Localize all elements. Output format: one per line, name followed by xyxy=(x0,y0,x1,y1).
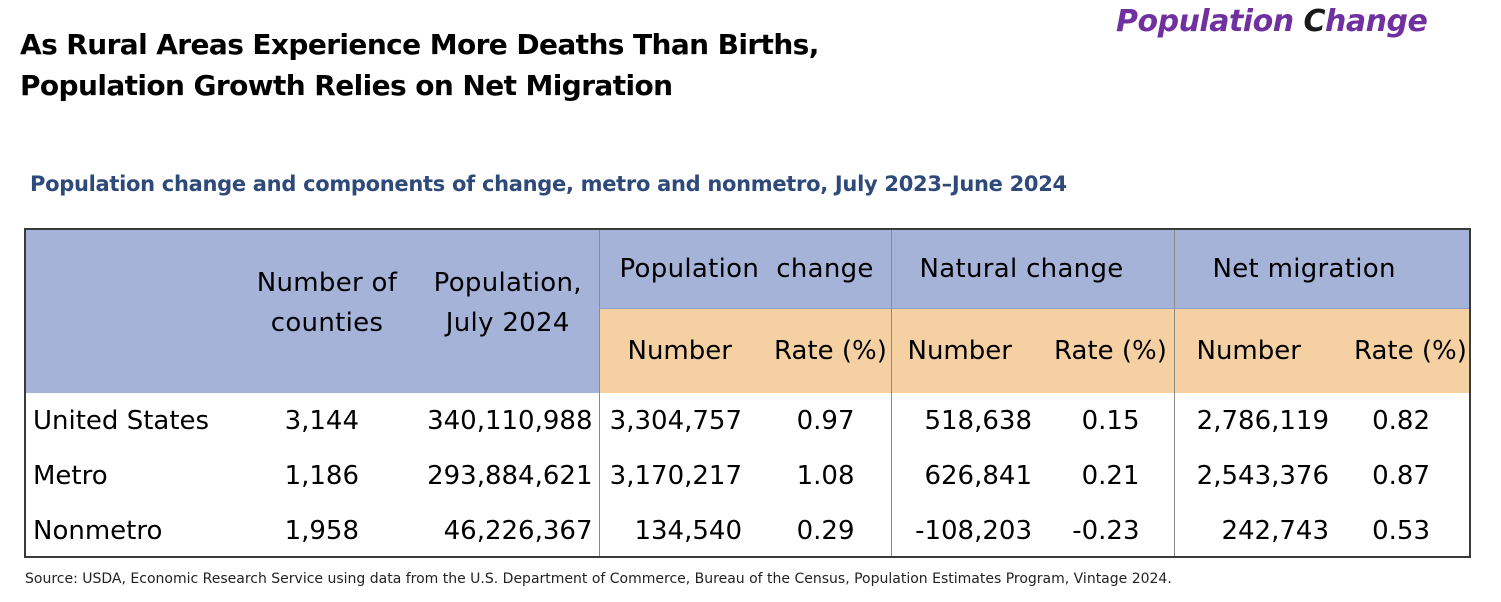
pop-change-number-value: 134,540 xyxy=(598,503,757,556)
counties-header: Number of counties xyxy=(237,230,417,393)
natural-rate-header: Rate (%) xyxy=(1037,308,1174,393)
table-row-nonmetro: Nonmetro 1,958 46,226,367 134,540 0.29 -… xyxy=(26,503,1469,556)
source-note: Source: USDA, Economic Research Service … xyxy=(25,571,1172,587)
pop-change-rate-value: 1.08 xyxy=(796,460,855,491)
population-table: Number of counties Population, July 2024… xyxy=(24,228,1471,558)
migration-number-value: 2,786,119 xyxy=(1173,393,1329,448)
counties-header-line-1: Number of xyxy=(256,267,398,298)
counties-value: 1,958 xyxy=(284,515,359,546)
row-label: Metro xyxy=(33,460,108,491)
natural-number-value: 626,841 xyxy=(890,448,1037,503)
migration-rate-value: 0.53 xyxy=(1372,515,1431,546)
page-title-line-2: Population Growth Relies on Net Migratio… xyxy=(20,69,673,102)
counties-value: 3,144 xyxy=(284,405,359,436)
table-row-metro: Metro 1,186 293,884,621 3,170,217 1.08 6… xyxy=(26,448,1469,503)
natural-rate-value: -0.23 xyxy=(1072,515,1140,546)
page-title: As Rural Areas Experience More Deaths Th… xyxy=(20,24,920,106)
natural-number-header: Number xyxy=(890,308,1037,393)
table-title: Population change and components of chan… xyxy=(30,172,1067,196)
section-label-part2: C xyxy=(1303,4,1326,39)
population-value: 293,884,621 xyxy=(427,460,593,491)
migration-number-value: 2,543,376 xyxy=(1173,448,1329,503)
migration-rate-header: Rate (%) xyxy=(1329,308,1469,393)
pop-change-rate-value: 0.29 xyxy=(796,515,855,546)
migration-number-value: 242,743 xyxy=(1173,503,1329,556)
section-label-part1: Population xyxy=(1116,4,1304,39)
row-label: United States xyxy=(33,405,210,436)
counties-header-line-2: counties xyxy=(270,307,384,338)
net-migration-header: Net migration xyxy=(1173,230,1469,309)
pop-change-rate-header: Rate (%) xyxy=(757,308,891,393)
table-row-united-states: United States 3,144 340,110,988 3,304,75… xyxy=(26,393,1469,448)
natural-rate-value: 0.15 xyxy=(1081,405,1140,436)
counties-value: 1,186 xyxy=(284,460,359,491)
population-value: 46,226,367 xyxy=(443,515,593,546)
population-value: 340,110,988 xyxy=(427,405,593,436)
migration-rate-value: 0.87 xyxy=(1372,460,1431,491)
pop-change-number-value: 3,170,217 xyxy=(598,448,757,503)
section-label-part3: hange xyxy=(1325,4,1428,39)
natural-change-header: Natural change xyxy=(890,230,1174,309)
row-label-header xyxy=(26,230,237,393)
population-header-line-2: July 2024 xyxy=(445,307,570,338)
migration-number-header: Number xyxy=(1173,308,1329,393)
migration-rate-value: 0.82 xyxy=(1372,405,1431,436)
natural-rate-value: 0.21 xyxy=(1081,460,1140,491)
natural-number-value: 518,638 xyxy=(890,393,1037,448)
pop-change-number-value: 3,304,757 xyxy=(598,393,757,448)
row-label: Nonmetro xyxy=(33,515,163,546)
page-title-line-1: As Rural Areas Experience More Deaths Th… xyxy=(20,28,819,61)
population-change-header: Population change xyxy=(598,230,891,309)
pop-change-number-header: Number xyxy=(598,308,757,393)
natural-number-value: -108,203 xyxy=(890,503,1037,556)
section-label: Population Change xyxy=(1116,4,1428,39)
population-header-line-1: Population, xyxy=(433,267,582,298)
population-header: Population, July 2024 xyxy=(417,230,599,393)
pop-change-rate-value: 0.97 xyxy=(796,405,855,436)
